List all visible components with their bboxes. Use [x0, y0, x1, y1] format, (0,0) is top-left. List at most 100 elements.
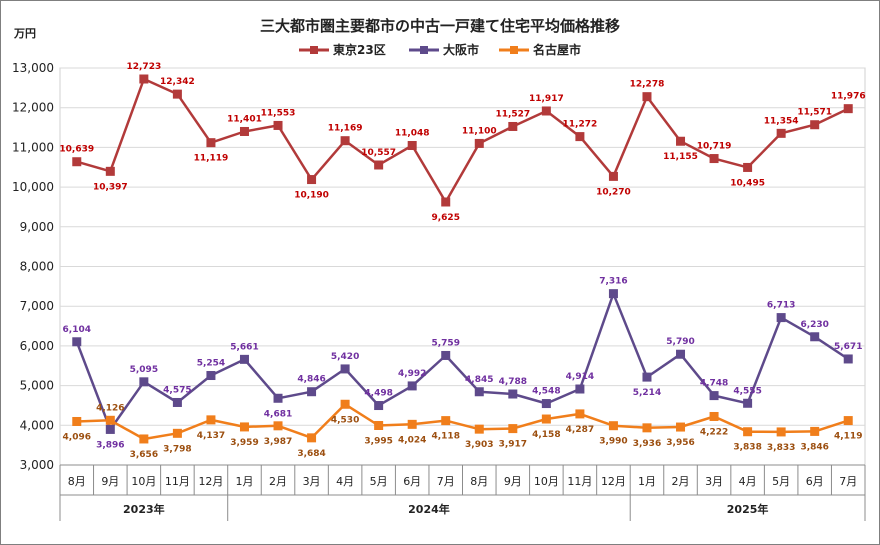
- data-point: [441, 350, 451, 360]
- data-label: 3,917: [499, 440, 527, 450]
- data-point: [206, 371, 216, 381]
- data-label: 5,661: [230, 342, 258, 352]
- data-label: 12,278: [630, 80, 665, 90]
- year-group-label: 2025年: [727, 502, 769, 516]
- legend: 東京23区 大阪市 名古屋市: [299, 42, 581, 57]
- series-1: 10,63910,39712,72312,34211,11911,40111,5…: [59, 62, 865, 223]
- series-3: 4,096 4,126 3,656 3,798 4,137 3,959 3,987 3,684…: [63, 399, 862, 460]
- x-tick-label: 9月: [504, 475, 522, 488]
- x-tick-label: 4月: [739, 475, 757, 488]
- data-label: 3,838: [733, 443, 761, 453]
- data-label: 10,719: [697, 142, 732, 152]
- x-tick-label: 4月: [336, 475, 354, 488]
- data-point: [642, 92, 652, 102]
- series-layer: 10,63910,39712,72312,34211,11911,40111,5…: [59, 62, 865, 460]
- data-label: 11,169: [328, 124, 363, 134]
- x-axis: 8月 9月 10月 11月 12月 1月 2月 3月 4月 5月 6月 7月 8月 9月 10月 11月 12月…: [59, 465, 866, 521]
- legend-label: 東京23区: [333, 42, 386, 57]
- data-label: 4,118: [431, 432, 459, 442]
- data-point: [810, 426, 820, 436]
- data-label: 4,137: [197, 431, 225, 441]
- data-label: 3,798: [163, 444, 191, 454]
- data-label: 10,397: [93, 182, 128, 192]
- data-label: 11,155: [663, 152, 698, 162]
- data-label: 3,656: [130, 450, 158, 460]
- x-tick-label: 3月: [705, 475, 723, 488]
- data-label: 5,759: [431, 338, 459, 348]
- data-point: [743, 162, 753, 172]
- x-tick-label: 1月: [638, 475, 656, 488]
- x-tick-label: 10月: [131, 475, 156, 488]
- data-label: 3,684: [297, 449, 325, 459]
- x-tick-label: 10月: [534, 475, 559, 488]
- data-point: [340, 399, 350, 409]
- data-point: [307, 175, 317, 185]
- data-point: [239, 126, 249, 136]
- data-point: [541, 399, 551, 409]
- data-label: 4,748: [700, 379, 728, 389]
- x-tick-label: 3月: [303, 475, 321, 488]
- data-point: [709, 154, 719, 164]
- chart-title: 三大都市圏主要都市の中古一戸建て住宅平均価格推移: [260, 17, 620, 35]
- x-tick-label: 6月: [806, 475, 824, 488]
- x-tick-label: 11月: [567, 475, 592, 488]
- data-point: [307, 433, 317, 443]
- data-point: [72, 157, 82, 167]
- y-tick-label: 3,000: [20, 458, 54, 472]
- data-point: [139, 434, 149, 444]
- data-label: 6,713: [767, 301, 795, 311]
- data-point: [239, 354, 249, 364]
- data-label: 4,498: [364, 389, 392, 399]
- legend-swatch-marker: [510, 46, 518, 54]
- data-label: 4,846: [297, 375, 325, 385]
- x-tick-label: 12月: [601, 475, 626, 488]
- data-point: [776, 427, 786, 437]
- data-point: [474, 387, 484, 397]
- data-point: [340, 364, 350, 374]
- data-point: [172, 397, 182, 407]
- data-point: [541, 414, 551, 424]
- data-point: [273, 421, 283, 431]
- data-label: 10,270: [596, 187, 631, 197]
- series-line: [76, 403, 849, 441]
- data-point: [441, 197, 451, 207]
- data-point: [575, 132, 585, 142]
- data-label: 4,548: [532, 387, 560, 397]
- data-point: [843, 354, 853, 364]
- y-axis-unit: 万円: [13, 27, 36, 40]
- legend-swatch-marker: [310, 46, 318, 54]
- data-label: 6,230: [800, 320, 828, 330]
- data-point: [374, 401, 384, 411]
- data-point: [374, 160, 384, 170]
- x-tick-label: 8月: [470, 475, 488, 488]
- data-point: [441, 416, 451, 426]
- data-label: 3,995: [364, 436, 392, 446]
- data-label: 11,976: [831, 92, 866, 102]
- data-point: [139, 74, 149, 84]
- data-point: [843, 104, 853, 114]
- data-point: [239, 422, 249, 432]
- data-point: [642, 423, 652, 433]
- data-point: [709, 411, 719, 421]
- data-label: 11,917: [529, 94, 564, 104]
- data-point: [642, 372, 652, 382]
- data-point: [206, 415, 216, 425]
- data-label: 3,846: [800, 442, 828, 452]
- series-line: [75, 292, 849, 431]
- data-label: 11,048: [395, 128, 430, 138]
- data-label: 5,790: [666, 337, 694, 347]
- data-point: [407, 419, 417, 429]
- data-point: [776, 128, 786, 138]
- data-label: 3,956: [666, 438, 694, 448]
- data-label: 4,530: [331, 415, 359, 425]
- data-point: [810, 332, 820, 342]
- data-label: 3,987: [264, 437, 292, 447]
- data-point: [508, 121, 518, 131]
- data-label: 12,723: [126, 62, 161, 72]
- data-label: 5,671: [834, 342, 862, 352]
- x-tick-label: 6月: [403, 475, 421, 488]
- data-point: [374, 420, 384, 430]
- data-label: 5,254: [197, 359, 225, 369]
- data-label: 5,214: [633, 388, 661, 398]
- x-tick-label: 12月: [198, 475, 223, 488]
